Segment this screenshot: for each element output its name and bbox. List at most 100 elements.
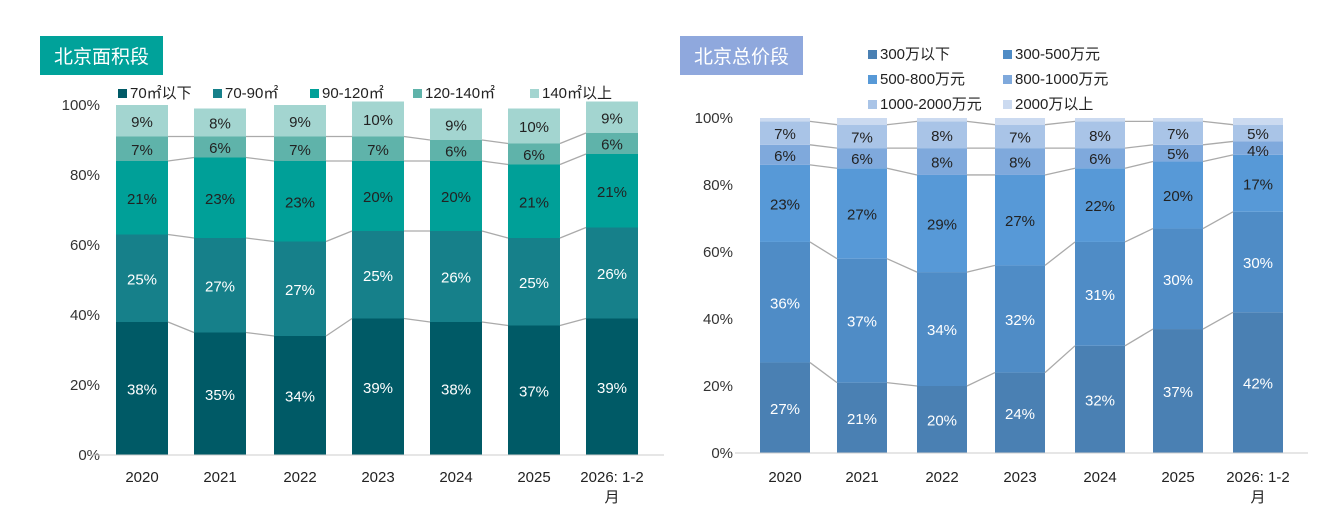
bar-segment (1153, 161, 1203, 229)
legend-swatch (868, 50, 877, 59)
bar-segment (760, 121, 810, 145)
legend-item: 300-500万元 (1003, 43, 1100, 64)
data-label: 27% (205, 278, 235, 295)
x-tick-label: 2022 (925, 469, 958, 486)
data-label: 7% (131, 142, 153, 159)
data-label: 8% (931, 128, 953, 145)
x-tick-label: 2022 (283, 469, 316, 486)
bar-segment (837, 258, 887, 383)
bar-segment (194, 238, 246, 333)
series-connector (559, 153, 587, 166)
bar-segment (837, 118, 887, 125)
bar-segment (586, 133, 638, 154)
legend-item: 90-120㎡ (310, 82, 384, 103)
series-connector (886, 120, 918, 126)
bar-segment (917, 174, 967, 273)
series-connector (559, 226, 587, 239)
bar-segment (508, 164, 560, 238)
x-tick-label-month: 月 (1250, 489, 1265, 506)
x-tick-label: 2021 (203, 469, 236, 486)
data-label: 39% (597, 380, 627, 397)
data-label: 42% (1243, 376, 1273, 393)
bar-segment (194, 136, 246, 158)
bar-segment (1153, 228, 1203, 330)
y-tick-label: 40% (70, 307, 100, 324)
bar-segment (1153, 121, 1203, 145)
y-tick-label: 20% (703, 378, 733, 395)
series-connector (886, 258, 918, 273)
series-connector (325, 230, 353, 243)
bar-segment (430, 231, 482, 322)
data-label: 35% (205, 387, 235, 404)
series-connector (559, 132, 587, 145)
bar-segment (430, 322, 482, 455)
bar-segment (917, 118, 967, 122)
bar-segment (430, 161, 482, 231)
legend-swatch (413, 89, 422, 98)
bar-segment (1075, 121, 1125, 149)
x-tick-label: 2026: 1-2 (580, 469, 643, 486)
bar-segment (837, 382, 887, 453)
bar-segment (1075, 148, 1125, 169)
series-connector (481, 160, 509, 166)
bar-segment (1075, 118, 1125, 122)
bar-segment (586, 227, 638, 319)
bar-segment (274, 161, 326, 242)
bar-segment (116, 161, 168, 235)
data-label: 21% (127, 191, 157, 208)
bar-segment (917, 386, 967, 453)
data-label: 30% (1243, 255, 1273, 272)
bar-segment (917, 121, 967, 149)
data-label: 38% (127, 382, 157, 399)
x-tick-label: 2025 (1161, 469, 1194, 486)
chart-title-area: 北京面积段 (40, 36, 164, 75)
legend-swatch (213, 89, 222, 98)
y-tick-label: 80% (703, 177, 733, 194)
legend-item: 500-800万元 (868, 68, 965, 89)
legend-swatch (118, 89, 127, 98)
series-connector (1202, 120, 1234, 126)
data-label: 10% (363, 112, 393, 129)
data-label: 38% (441, 382, 471, 399)
data-label: 9% (601, 110, 623, 127)
bar-segment (917, 272, 967, 386)
bar-segment (837, 168, 887, 259)
data-label: 22% (1085, 198, 1115, 215)
series-connector (559, 317, 587, 327)
series-connector (1202, 140, 1234, 146)
series-connector (245, 331, 275, 337)
data-label: 8% (931, 155, 953, 172)
data-label: 25% (363, 268, 393, 285)
y-tick-label: 60% (70, 237, 100, 254)
bar-segment (1233, 118, 1283, 125)
legend-item: 300万以下 (868, 43, 950, 64)
series-connector (1044, 167, 1076, 176)
data-label: 6% (774, 148, 796, 165)
legend-swatch (310, 89, 319, 98)
bar-segment (352, 161, 404, 231)
series-connector (1124, 227, 1154, 243)
bar-segment (586, 101, 638, 133)
legend-label: 90-120㎡ (322, 85, 384, 102)
legend-item: 800-1000万元 (1003, 68, 1108, 89)
bar-segment (760, 362, 810, 453)
series-connector (403, 317, 431, 323)
series-connector (167, 233, 195, 239)
data-label: 23% (285, 194, 315, 211)
data-label: 20% (927, 413, 957, 430)
x-tick-label: 2023 (1003, 469, 1036, 486)
bar-segment (995, 265, 1045, 373)
legend-item: 2000万以上 (1003, 93, 1093, 114)
data-label: 27% (285, 282, 315, 299)
bar-segment (1075, 168, 1125, 242)
data-label: 39% (363, 380, 393, 397)
data-label: 5% (1167, 146, 1189, 163)
data-label: 37% (847, 314, 877, 331)
bar-segment (1153, 144, 1203, 162)
data-label: 8% (209, 116, 231, 133)
data-label: 34% (927, 322, 957, 339)
legend-label: 300-500万元 (1015, 46, 1101, 63)
bar-segment (995, 174, 1045, 266)
series-connector (966, 372, 996, 387)
